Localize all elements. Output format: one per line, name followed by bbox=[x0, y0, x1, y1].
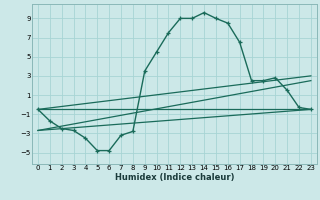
X-axis label: Humidex (Indice chaleur): Humidex (Indice chaleur) bbox=[115, 173, 234, 182]
